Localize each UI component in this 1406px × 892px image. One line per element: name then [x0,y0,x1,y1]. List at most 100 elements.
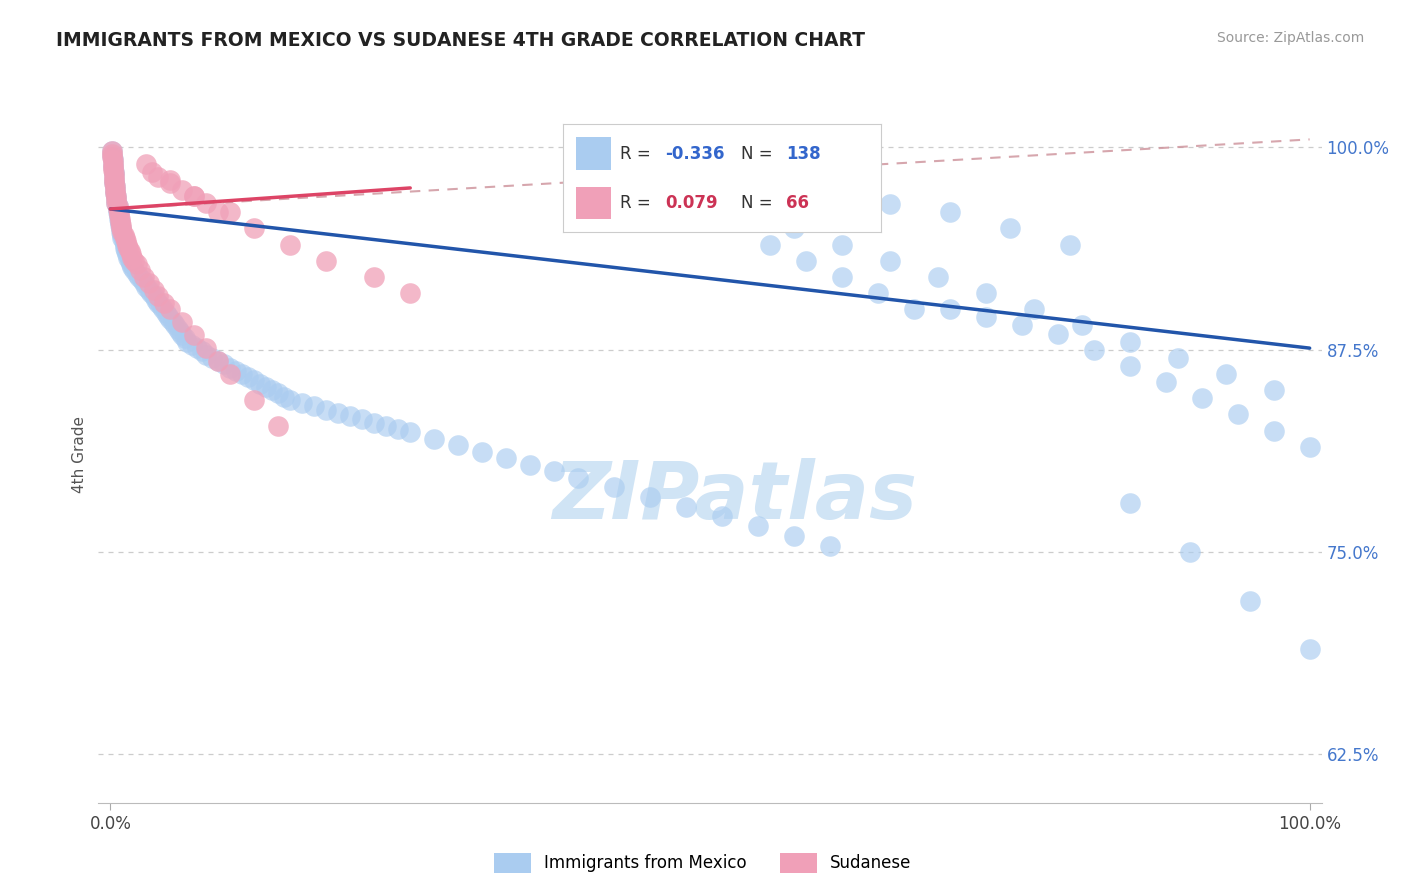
Point [103,173,125,187]
Point [125,257,148,271]
Point [108,215,131,229]
Point [112,235,135,249]
Point [105,195,128,210]
Point [278,392,301,407]
Point [159,176,181,190]
Point [543,464,565,478]
Point [104,179,127,194]
Point [141,286,163,301]
Point [114,241,136,255]
Point [315,253,337,268]
Point [153,295,176,310]
Point [114,237,136,252]
Point [159,302,181,317]
Point [219,205,242,219]
Point [238,370,260,384]
Point [1154,375,1177,389]
Point [115,244,138,258]
Point [148,169,170,184]
Point [108,211,131,226]
Point [103,166,125,180]
Point [125,267,148,281]
Point [104,186,127,200]
Point [831,237,853,252]
Point [974,286,997,301]
Point [108,215,131,229]
Point [939,205,962,219]
Point [112,227,135,242]
Point [101,156,124,170]
Point [181,338,204,352]
Point [129,263,152,277]
Point [273,390,295,404]
Point [101,160,124,174]
Point [974,310,997,325]
Point [711,509,734,524]
Point [186,341,208,355]
Point [1215,367,1237,381]
Point [100,147,122,161]
Point [104,183,127,197]
Point [190,344,212,359]
Point [111,231,134,245]
Point [783,221,806,235]
Point [121,260,143,275]
Point [195,341,218,355]
Point [156,309,179,323]
Point [818,539,841,553]
Point [567,470,589,484]
Point [166,322,188,336]
Point [1070,318,1092,333]
Point [363,416,385,430]
Point [142,289,165,303]
Point [495,451,517,466]
Point [879,253,901,268]
Point [110,221,132,235]
Point [110,221,132,235]
Point [328,406,350,420]
Point [108,205,131,219]
Point [1083,343,1105,357]
Point [124,253,146,268]
Point [231,367,253,381]
Text: IMMIGRANTS FROM MEXICO VS SUDANESE 4TH GRADE CORRELATION CHART: IMMIGRANTS FROM MEXICO VS SUDANESE 4TH G… [56,31,865,50]
Point [195,348,218,362]
Point [159,173,181,187]
Point [108,218,131,232]
Point [1263,424,1285,438]
Point [100,148,122,162]
Y-axis label: 4th Grade: 4th Grade [72,417,87,493]
Point [103,176,125,190]
Point [183,328,205,343]
Point [998,221,1021,235]
Point [1191,392,1213,406]
Text: Source: ZipAtlas.com: Source: ZipAtlas.com [1216,31,1364,45]
Point [108,211,131,226]
Point [100,144,122,158]
Point [101,156,124,170]
Point [1178,545,1201,559]
Point [103,169,125,184]
Point [105,189,128,203]
Point [262,383,284,397]
Point [115,235,138,249]
Point [927,269,949,284]
Point [148,289,170,303]
Point [100,144,122,158]
Point [118,253,141,268]
Point [735,205,758,219]
Point [1239,593,1261,607]
Point [148,295,170,310]
Point [939,302,962,317]
Point [111,225,134,239]
Point [120,257,142,271]
Point [447,438,470,452]
Point [399,425,422,440]
Point [110,218,132,232]
Point [104,186,127,200]
Point [183,189,205,203]
Point [201,351,224,365]
Point [107,199,129,213]
Legend: Immigrants from Mexico, Sudanese: Immigrants from Mexico, Sudanese [488,847,918,880]
Point [1167,351,1189,365]
